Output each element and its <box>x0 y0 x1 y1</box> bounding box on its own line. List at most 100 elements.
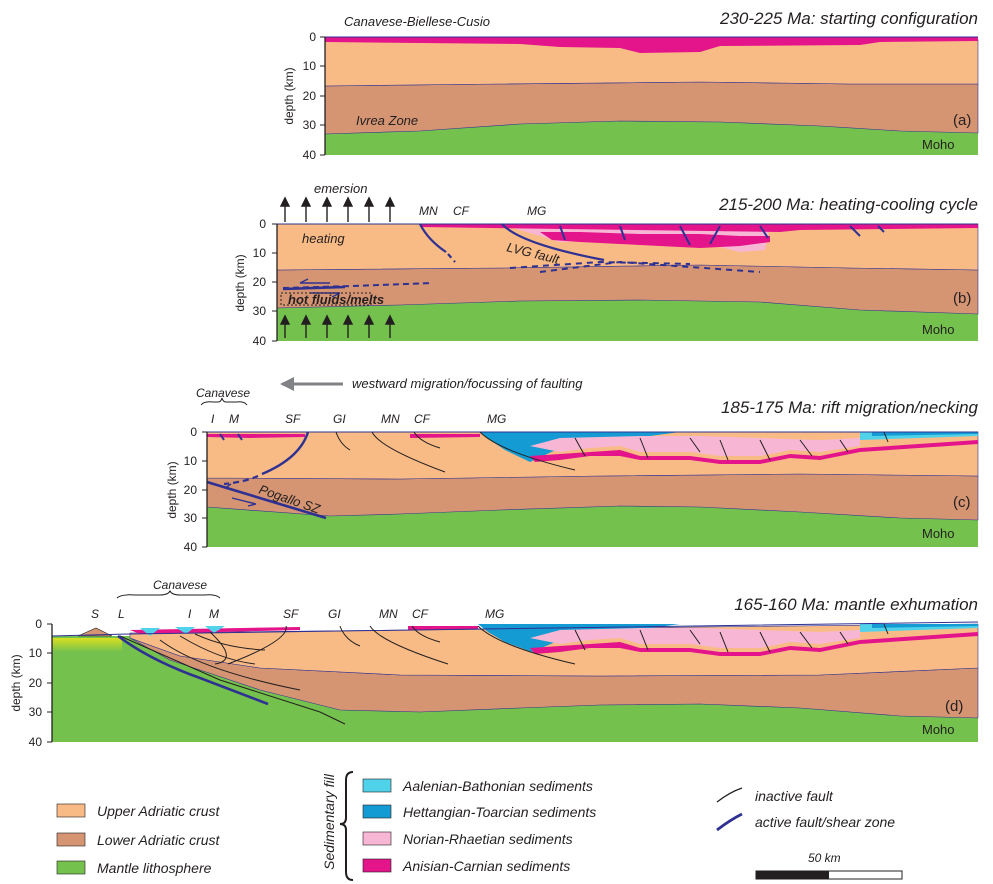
mn-fault-dashed-b <box>447 253 456 263</box>
s-peak-d <box>77 627 113 637</box>
norian-layer-d <box>530 628 860 648</box>
anisian-layer-d <box>530 632 978 656</box>
pogallo-arrow-1 <box>224 483 249 495</box>
tick-20-b: 20 <box>253 275 267 289</box>
cf-label-d: CF <box>412 607 429 621</box>
tick-30-d: 30 <box>29 705 43 719</box>
anisian-top-b <box>420 224 978 232</box>
mantle-layer-a <box>325 121 978 155</box>
sf-dashed-fault-c <box>223 474 259 486</box>
moho-label-c: Moho <box>922 526 955 541</box>
y-axis-label-b: depth (km) <box>233 254 247 311</box>
pogallo-arrow-2 <box>231 497 257 507</box>
legend-active-fault-line <box>716 812 743 832</box>
legend-label-inactive: inactive fault <box>755 788 834 804</box>
y-axis-label-d: depth (km) <box>9 654 23 711</box>
mn-label-c: MN <box>381 412 400 426</box>
i-label-c: I <box>211 412 215 426</box>
shear-zone-b <box>282 285 346 291</box>
mg-label-d: MG <box>485 607 504 621</box>
moho-label-d: Moho <box>922 722 955 737</box>
moho-label-a: Moho <box>922 137 955 152</box>
heating-arrows <box>279 314 396 338</box>
mn-label-b: MN <box>419 204 438 218</box>
tick-0-b: 0 <box>259 217 266 231</box>
mn-label-d: MN <box>379 607 398 621</box>
anisian-west-c <box>207 434 305 438</box>
sedimentary-fill-brace <box>339 771 354 881</box>
panel-d-letter: (d) <box>945 698 963 715</box>
detachment-dashed-b2 <box>539 260 761 273</box>
tick-30-a: 30 <box>303 118 317 132</box>
hettangian-basin-d <box>478 624 680 652</box>
west-small-basins-d <box>140 626 225 636</box>
legend-swatch-hettangian <box>362 804 392 819</box>
m-label-d: M <box>209 607 219 621</box>
legend-swatch-anisian <box>362 858 392 873</box>
legend-label-lower: Lower Adriatic crust <box>97 832 221 848</box>
anisian-layer-c <box>530 440 978 464</box>
tick-0-d: 0 <box>35 617 42 631</box>
emersion-label: emersion <box>314 181 367 196</box>
legend-swatch-upper <box>56 803 86 818</box>
moho-label-b: Moho <box>922 322 955 337</box>
legend-label-active: active fault/shear zone <box>755 814 895 830</box>
panel-b-letter: (b) <box>953 290 971 307</box>
scale-bar-black <box>756 871 829 879</box>
panel-a: 230-225 Ma: starting configuration Canav… <box>282 9 979 162</box>
legend-swatch-lower <box>56 832 86 847</box>
legend-label-mantle: Mantle lithosphere <box>97 860 212 876</box>
tick-10-d: 10 <box>29 646 43 660</box>
panel-d-title: 165-160 Ma: mantle exhumation <box>734 595 978 614</box>
legend-label-aalenian: Aalenian-Bathonian sediments <box>402 778 593 794</box>
legend: Upper Adriatic crust Lower Adriatic crus… <box>56 771 903 881</box>
detachment-dashed-b1 <box>509 260 691 269</box>
i-label-d: I <box>188 607 192 621</box>
hettangian-top-d <box>872 624 978 628</box>
panel-c-title: 185-175 Ma: rift migration/necking <box>721 398 979 417</box>
inactive-faults-c <box>335 431 889 473</box>
canavese-faults-c <box>219 433 243 441</box>
panel-c-letter: (c) <box>953 494 971 511</box>
tick-30-b: 30 <box>253 304 267 318</box>
tick-0-a: 0 <box>309 30 316 44</box>
panel-b-title: 215-200 Ma: heating-cooling cycle <box>718 195 978 214</box>
tick-30-c: 30 <box>184 511 198 525</box>
canavese-brace-d <box>116 589 221 599</box>
tick-10-a: 10 <box>303 59 317 73</box>
legend-inactive-fault-line <box>716 787 743 803</box>
hot-fluids-box <box>280 292 372 306</box>
tick-40-b: 40 <box>253 334 267 348</box>
panel-a-title: 230-225 Ma: starting configuration <box>719 9 978 28</box>
mn-fault-b <box>419 223 447 253</box>
legend-label-anisian: Anisian-Carnian sediments <box>402 858 570 874</box>
sf-label-c: SF <box>285 412 301 426</box>
legend-label-norian: Norian-Rhaetian sediments <box>403 831 573 847</box>
hettangian-top-c <box>872 432 978 436</box>
mantle-layer-c <box>207 506 978 547</box>
y-axis-label-a: depth (km) <box>282 67 296 124</box>
mg-label-c: MG <box>487 412 506 426</box>
hettangian-basin-c <box>480 432 680 462</box>
gi-label-c: GI <box>333 412 346 426</box>
legend-swatch-mantle <box>56 860 86 875</box>
tick-10-b: 10 <box>253 246 267 260</box>
mantle-layer-b <box>277 300 978 341</box>
lvg-fault-b <box>501 223 605 262</box>
emersion-arrows <box>279 196 396 222</box>
upper-crust-layer-a <box>324 39 979 87</box>
gi-label-d: GI <box>328 607 341 621</box>
tick-20-c: 20 <box>184 483 198 497</box>
tick-20-d: 20 <box>29 676 43 690</box>
legend-label-hettangian: Hettangian-Toarcian sediments <box>403 804 596 820</box>
scale-bar-label: 50 km <box>808 851 841 865</box>
tick-40-c: 40 <box>184 540 198 554</box>
canavese-biellese-cusio-label: Canavese-Biellese-Cusio <box>344 14 490 29</box>
migration-label: westward migration/focussing of faulting <box>352 376 583 391</box>
serpentinized-mantle-d <box>52 638 122 652</box>
tick-20-a: 20 <box>303 89 317 103</box>
anisian-layer-b <box>540 232 770 248</box>
norian-layer-c <box>530 436 860 456</box>
migration-arrow-head <box>280 377 294 391</box>
